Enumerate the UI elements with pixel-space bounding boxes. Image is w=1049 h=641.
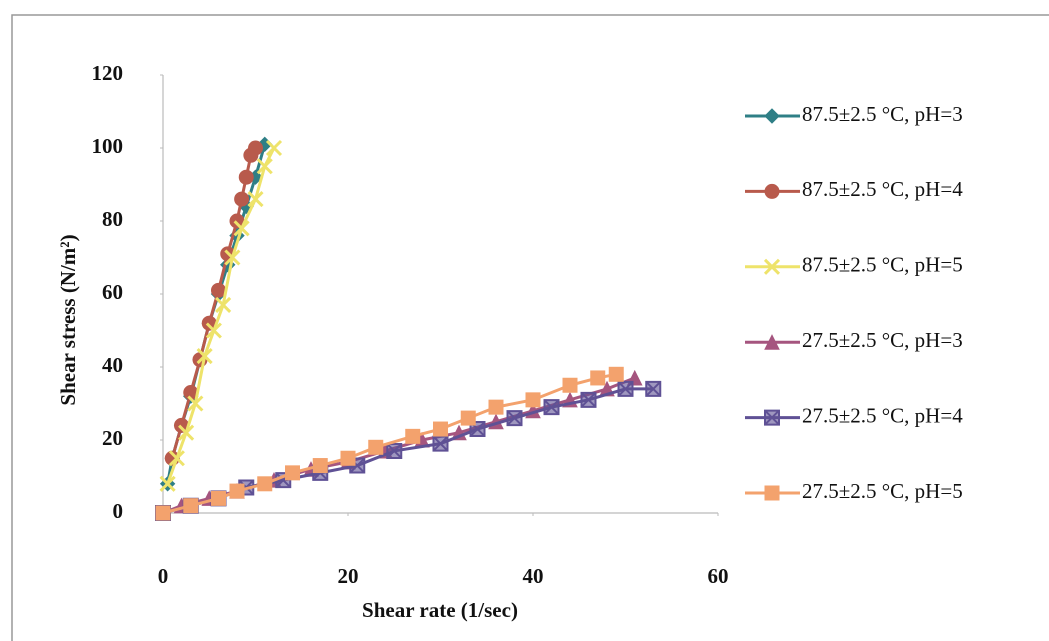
y-tick-label: 120 bbox=[92, 61, 124, 85]
marker bbox=[184, 499, 198, 513]
legend-marker bbox=[765, 109, 779, 123]
page: Shear rate (1/sec) Shear stress (N/m²) 0… bbox=[0, 0, 1049, 641]
x-tick-label: 40 bbox=[523, 564, 544, 588]
marker bbox=[230, 484, 244, 498]
marker bbox=[212, 491, 226, 505]
marker bbox=[609, 367, 623, 381]
legend-label: 87.5±2.5 °C, pH=3 bbox=[802, 102, 963, 126]
marker bbox=[156, 506, 170, 520]
x-axis-label: Shear rate (1/sec) bbox=[362, 598, 518, 622]
legend-label: 27.5±2.5 °C, pH=5 bbox=[802, 479, 963, 503]
marker bbox=[235, 192, 249, 206]
marker bbox=[434, 422, 448, 436]
marker bbox=[369, 440, 383, 454]
marker bbox=[646, 382, 660, 396]
marker bbox=[313, 459, 327, 473]
legend-marker bbox=[765, 411, 779, 425]
y-tick-label: 20 bbox=[102, 426, 123, 450]
legend-label: 27.5±2.5 °C, pH=4 bbox=[802, 403, 963, 427]
marker bbox=[406, 429, 420, 443]
legend-marker bbox=[765, 486, 779, 500]
marker bbox=[434, 437, 448, 451]
marker bbox=[239, 170, 253, 184]
marker bbox=[508, 411, 522, 425]
x-tick-label: 60 bbox=[708, 564, 729, 588]
marker bbox=[582, 393, 596, 407]
marker bbox=[286, 466, 300, 480]
marker bbox=[526, 393, 540, 407]
y-tick-label: 60 bbox=[102, 280, 123, 304]
marker bbox=[489, 400, 503, 414]
legend-label: 87.5±2.5 °C, pH=5 bbox=[802, 253, 963, 277]
y-axis-label: Shear stress (N/m²) bbox=[56, 234, 80, 405]
marker bbox=[563, 378, 577, 392]
marker bbox=[591, 371, 605, 385]
marker bbox=[341, 451, 355, 465]
y-tick-label: 0 bbox=[113, 499, 124, 523]
marker bbox=[387, 444, 401, 458]
x-tick-label: 20 bbox=[338, 564, 359, 588]
chart: Shear rate (1/sec) Shear stress (N/m²) 0… bbox=[0, 0, 1049, 641]
marker bbox=[249, 141, 263, 155]
marker bbox=[619, 382, 633, 396]
y-tick-label: 100 bbox=[92, 134, 124, 158]
y-tick-label: 80 bbox=[102, 207, 123, 231]
legend-marker bbox=[765, 184, 779, 198]
marker bbox=[258, 477, 272, 491]
marker bbox=[212, 283, 226, 297]
marker bbox=[267, 141, 281, 155]
x-tick-label: 0 bbox=[158, 564, 169, 588]
legend-label: 27.5±2.5 °C, pH=3 bbox=[802, 328, 963, 352]
marker bbox=[461, 411, 475, 425]
y-tick-label: 40 bbox=[102, 353, 123, 377]
legend-label: 87.5±2.5 °C, pH=4 bbox=[802, 177, 963, 201]
marker bbox=[545, 400, 559, 414]
